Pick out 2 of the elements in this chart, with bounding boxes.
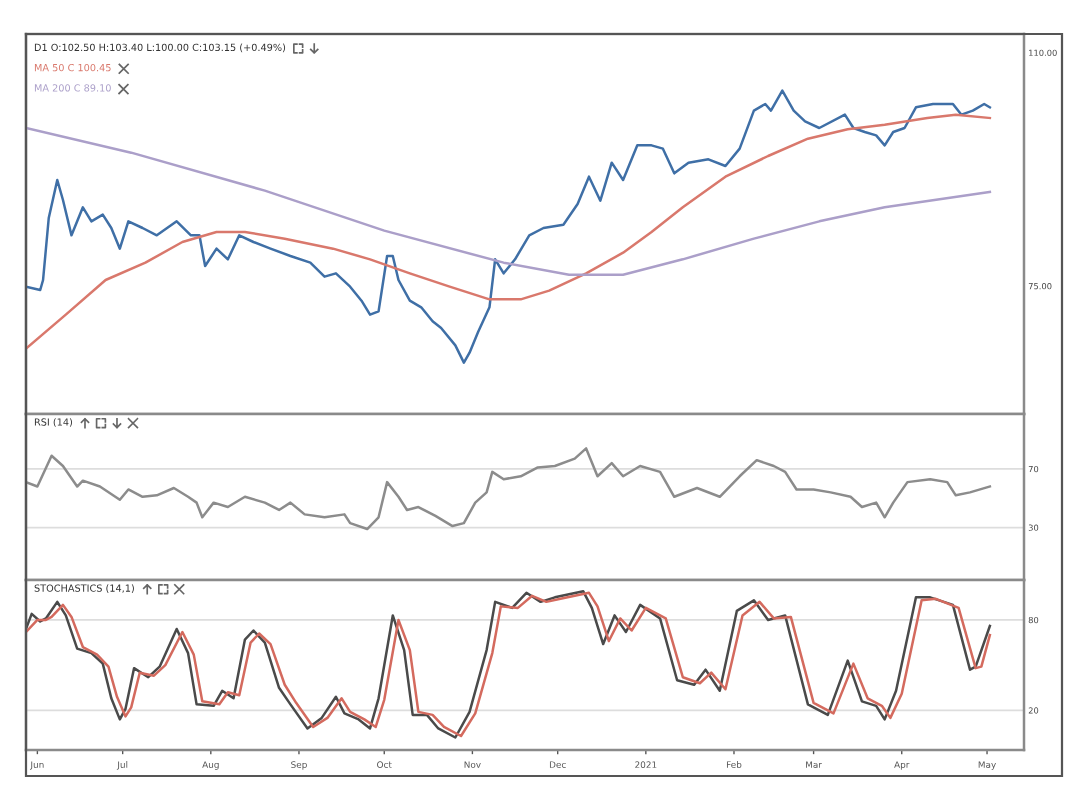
line-series (26, 126, 992, 276)
line-series (26, 447, 992, 531)
